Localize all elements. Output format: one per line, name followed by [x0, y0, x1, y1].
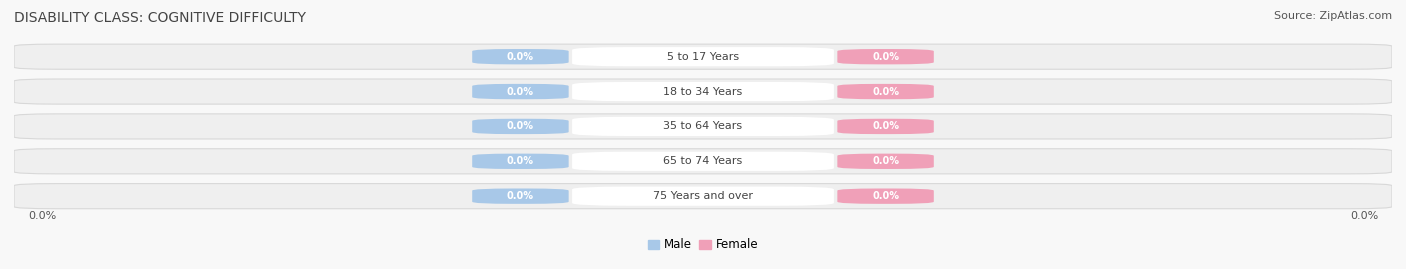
Text: 0.0%: 0.0%	[872, 191, 898, 201]
FancyBboxPatch shape	[572, 47, 834, 66]
Text: 0.0%: 0.0%	[872, 52, 898, 62]
Text: 0.0%: 0.0%	[1350, 211, 1378, 221]
Text: 75 Years and over: 75 Years and over	[652, 191, 754, 201]
Text: 0.0%: 0.0%	[508, 121, 534, 132]
Text: 0.0%: 0.0%	[508, 87, 534, 97]
FancyBboxPatch shape	[838, 84, 934, 99]
Text: 0.0%: 0.0%	[872, 87, 898, 97]
FancyBboxPatch shape	[838, 154, 934, 169]
FancyBboxPatch shape	[472, 119, 568, 134]
FancyBboxPatch shape	[14, 79, 1392, 104]
FancyBboxPatch shape	[572, 82, 834, 101]
Text: 0.0%: 0.0%	[872, 121, 898, 132]
Text: 0.0%: 0.0%	[508, 191, 534, 201]
FancyBboxPatch shape	[472, 84, 568, 99]
Text: 0.0%: 0.0%	[872, 156, 898, 166]
FancyBboxPatch shape	[572, 117, 834, 136]
FancyBboxPatch shape	[14, 44, 1392, 69]
FancyBboxPatch shape	[472, 189, 568, 204]
Text: DISABILITY CLASS: COGNITIVE DIFFICULTY: DISABILITY CLASS: COGNITIVE DIFFICULTY	[14, 11, 307, 25]
FancyBboxPatch shape	[14, 114, 1392, 139]
Text: 5 to 17 Years: 5 to 17 Years	[666, 52, 740, 62]
FancyBboxPatch shape	[472, 154, 568, 169]
Text: Source: ZipAtlas.com: Source: ZipAtlas.com	[1274, 11, 1392, 21]
FancyBboxPatch shape	[572, 187, 834, 206]
Text: 0.0%: 0.0%	[508, 156, 534, 166]
FancyBboxPatch shape	[838, 189, 934, 204]
Text: 18 to 34 Years: 18 to 34 Years	[664, 87, 742, 97]
FancyBboxPatch shape	[838, 49, 934, 64]
FancyBboxPatch shape	[14, 184, 1392, 209]
FancyBboxPatch shape	[838, 119, 934, 134]
FancyBboxPatch shape	[472, 49, 568, 64]
Text: 0.0%: 0.0%	[28, 211, 56, 221]
Legend: Male, Female: Male, Female	[643, 234, 763, 256]
FancyBboxPatch shape	[572, 152, 834, 171]
Text: 35 to 64 Years: 35 to 64 Years	[664, 121, 742, 132]
Text: 65 to 74 Years: 65 to 74 Years	[664, 156, 742, 166]
Text: 0.0%: 0.0%	[508, 52, 534, 62]
FancyBboxPatch shape	[14, 149, 1392, 174]
